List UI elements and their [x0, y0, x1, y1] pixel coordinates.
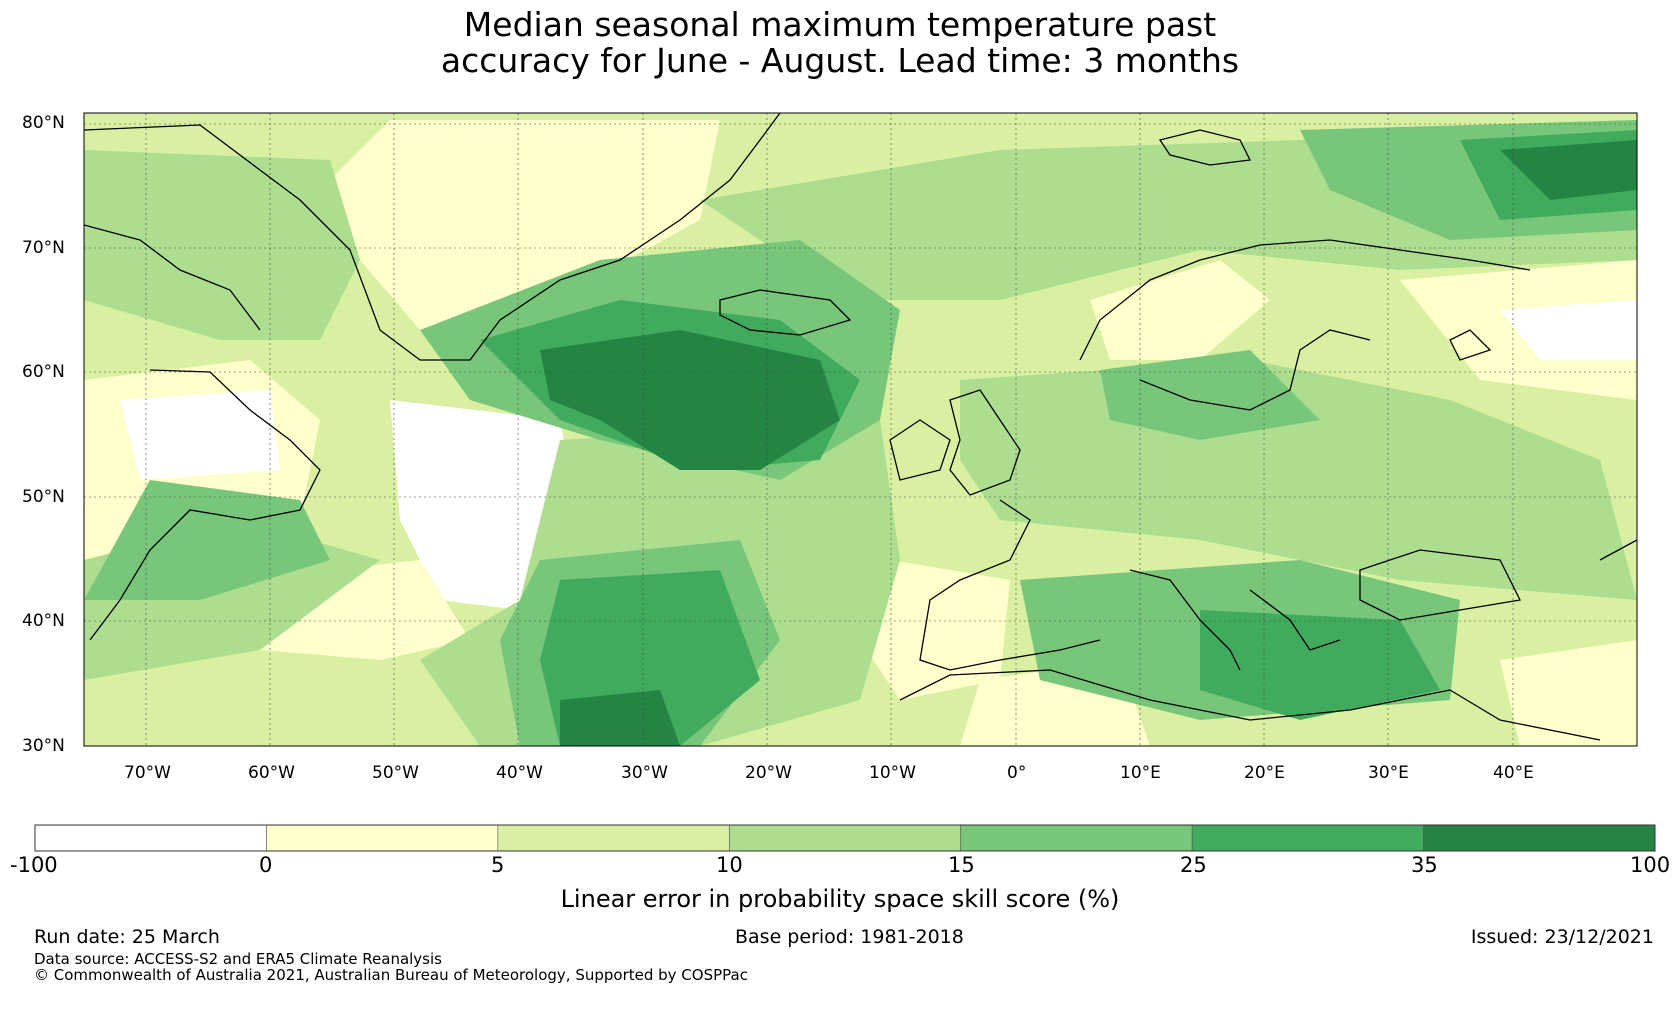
- lon-label-20e: 20°E: [1244, 763, 1285, 783]
- uk-ireland-coast: [889, 389, 1021, 496]
- region-scandinavia-low: [1090, 260, 1270, 360]
- cb-tick-15: 15: [948, 853, 975, 877]
- lon-label-10w: 10°W: [869, 763, 916, 783]
- lon-label-50w: 50°W: [372, 763, 419, 783]
- cb-tick-5: 5: [491, 853, 505, 877]
- colorbar-frame: [34, 824, 1656, 852]
- region-baltic: [1100, 350, 1320, 440]
- region-arctic-green: [84, 150, 360, 340]
- colorbar-bin-2: [497, 824, 730, 852]
- map-title-line-2: accuracy for June - August. Lead time: 3…: [440, 41, 1240, 80]
- cb-tick-100: 100: [1630, 853, 1671, 877]
- issued-date: Issued: 23/12/2021: [1470, 926, 1654, 948]
- region-subpolar-core: [540, 330, 840, 470]
- region-atlantic-core: [560, 690, 680, 746]
- svalbard-coast: [1158, 129, 1251, 166]
- region-barents-core: [1500, 140, 1637, 200]
- cb-tick-10: 10: [716, 853, 743, 877]
- lat-label-40: 40°N: [22, 611, 65, 631]
- lon-label-20w: 20°W: [745, 763, 792, 783]
- europe-west-coast: [919, 499, 1101, 671]
- novaya-zemlya-coast: [1449, 329, 1492, 361]
- lat-label-50: 50°N: [22, 487, 65, 507]
- greenland-coast: [84, 113, 781, 361]
- colorbar-bin-4: [960, 824, 1193, 852]
- colorbar-bin-3: [728, 824, 962, 852]
- north-africa-coast: [899, 669, 1601, 741]
- east-coast-africa: [1599, 539, 1637, 561]
- lat-label-80: 80°N: [22, 113, 65, 133]
- region-labrador-low: [120, 390, 280, 480]
- lon-label-40e: 40°E: [1493, 763, 1534, 783]
- lon-label-10e: 10°E: [1120, 763, 1161, 783]
- lon-label-60w: 60°W: [248, 763, 295, 783]
- region-nova-scotia: [84, 480, 330, 600]
- map-title-line-1: Median seasonal maximum temperature past: [463, 5, 1217, 44]
- lat-label-70: 70°N: [22, 238, 65, 258]
- region-east-med: [1200, 610, 1440, 720]
- lon-label-0: 0°: [1007, 763, 1027, 783]
- region-greenland-low: [330, 120, 720, 360]
- colorbar-bin-0: [34, 824, 267, 852]
- cb-tick-0: 0: [259, 853, 273, 877]
- colorbar: [34, 824, 1656, 852]
- colorbar-label: Linear error in probability space skill …: [560, 885, 1120, 913]
- lat-label-30: 30°N: [22, 736, 65, 756]
- skill-score-field: [84, 113, 1637, 746]
- run-date: Run date: 25 March: [34, 926, 220, 948]
- black-sea-coast: [1359, 549, 1521, 621]
- balkans-coast: [1249, 589, 1341, 651]
- copyright: © Commonwealth of Australia 2021, Austra…: [34, 966, 748, 984]
- graticule: [84, 113, 1637, 746]
- lat-label-60: 60°N: [22, 362, 65, 382]
- cb-tick-25: 25: [1180, 853, 1207, 877]
- italy-coast: [1129, 569, 1241, 671]
- lon-label-70w: 70°W: [124, 763, 171, 783]
- iceland-coast: [719, 289, 852, 336]
- region-russia-neg: [1500, 300, 1637, 360]
- colorbar-bin-5: [1191, 824, 1424, 852]
- baltic-coast: [1139, 329, 1371, 411]
- region-east-africa-low: [1500, 640, 1637, 746]
- lon-label-30w: 30°W: [621, 763, 668, 783]
- colorbar-bin-6: [1423, 824, 1656, 852]
- coastlines: [84, 113, 1637, 741]
- colorbar-bin-1: [266, 824, 499, 852]
- labrador-coast: [89, 369, 321, 641]
- lon-label-40w: 40°W: [496, 763, 543, 783]
- baffin-coast: [84, 224, 261, 331]
- map-frame: [83, 112, 1638, 747]
- base-period: Base period: 1981-2018: [735, 926, 964, 948]
- data-source: Data source: ACCESS-S2 and ERA5 Climate …: [34, 950, 442, 968]
- cb-tick-35: 35: [1411, 853, 1438, 877]
- cb-tick-m100: -100: [10, 853, 58, 877]
- lon-label-30e: 30°E: [1368, 763, 1409, 783]
- norway-coast: [1079, 239, 1531, 361]
